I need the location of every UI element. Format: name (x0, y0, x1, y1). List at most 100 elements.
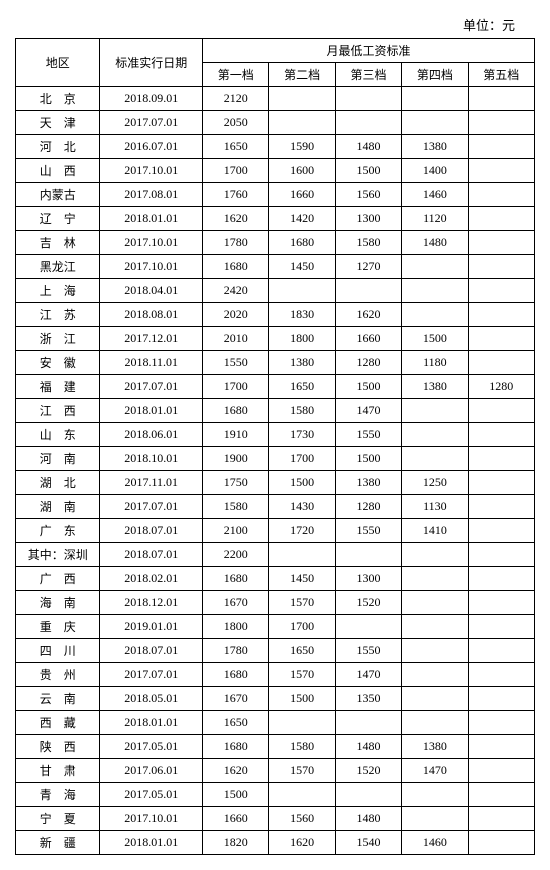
cell-region: 重 庆 (16, 615, 100, 639)
cell-tier-3: 1550 (335, 639, 401, 663)
cell-tier-5 (468, 735, 534, 759)
cell-date: 2019.01.01 (100, 615, 203, 639)
cell-tier-2 (269, 279, 335, 303)
cell-region: 上 海 (16, 279, 100, 303)
cell-tier-3 (335, 615, 401, 639)
cell-tier-3: 1520 (335, 759, 401, 783)
cell-tier-4: 1380 (402, 735, 468, 759)
cell-tier-5 (468, 519, 534, 543)
cell-tier-2: 1720 (269, 519, 335, 543)
cell-tier-4: 1180 (402, 351, 468, 375)
cell-date: 2017.05.01 (100, 735, 203, 759)
cell-tier-3: 1470 (335, 663, 401, 687)
cell-tier-4 (402, 255, 468, 279)
cell-tier-3 (335, 543, 401, 567)
cell-tier-4: 1400 (402, 159, 468, 183)
cell-tier-5 (468, 207, 534, 231)
cell-tier-5 (468, 831, 534, 855)
header-tier-2: 第二档 (269, 63, 335, 87)
cell-tier-1: 1650 (203, 135, 269, 159)
table-row: 四 川2018.07.01178016501550 (16, 639, 535, 663)
cell-region: 宁 夏 (16, 807, 100, 831)
cell-tier-2: 1660 (269, 183, 335, 207)
cell-tier-1: 1680 (203, 255, 269, 279)
cell-tier-2: 1570 (269, 663, 335, 687)
table-row: 贵 州2017.07.01168015701470 (16, 663, 535, 687)
cell-tier-1: 1700 (203, 375, 269, 399)
cell-region: 浙 江 (16, 327, 100, 351)
cell-tier-1: 1670 (203, 591, 269, 615)
cell-date: 2018.08.01 (100, 303, 203, 327)
table-row: 内蒙古2017.08.011760166015601460 (16, 183, 535, 207)
cell-tier-2: 1580 (269, 399, 335, 423)
cell-tier-3 (335, 111, 401, 135)
cell-region: 吉 林 (16, 231, 100, 255)
cell-tier-2 (269, 543, 335, 567)
cell-tier-1: 1780 (203, 639, 269, 663)
cell-date: 2017.11.01 (100, 471, 203, 495)
cell-tier-3: 1560 (335, 183, 401, 207)
cell-tier-5 (468, 591, 534, 615)
cell-date: 2017.07.01 (100, 495, 203, 519)
cell-tier-1: 1750 (203, 471, 269, 495)
cell-tier-1: 1900 (203, 447, 269, 471)
cell-date: 2016.07.01 (100, 135, 203, 159)
cell-tier-5 (468, 639, 534, 663)
cell-date: 2018.05.01 (100, 687, 203, 711)
cell-region: 海 南 (16, 591, 100, 615)
cell-date: 2018.07.01 (100, 519, 203, 543)
cell-region: 甘 肃 (16, 759, 100, 783)
cell-tier-1: 1680 (203, 663, 269, 687)
cell-region: 陕 西 (16, 735, 100, 759)
table-row: 安 徽2018.11.011550138012801180 (16, 351, 535, 375)
table-row: 福 建2017.07.0117001650150013801280 (16, 375, 535, 399)
cell-date: 2017.12.01 (100, 327, 203, 351)
cell-tier-2: 1430 (269, 495, 335, 519)
cell-tier-3 (335, 87, 401, 111)
cell-tier-4: 1470 (402, 759, 468, 783)
table-row: 河 北2016.07.011650159014801380 (16, 135, 535, 159)
cell-tier-1: 1680 (203, 567, 269, 591)
cell-tier-4: 1480 (402, 231, 468, 255)
cell-region: 山 东 (16, 423, 100, 447)
table-row: 西 藏2018.01.011650 (16, 711, 535, 735)
cell-tier-5 (468, 303, 534, 327)
table-row: 吉 林2017.10.011780168015801480 (16, 231, 535, 255)
cell-tier-5 (468, 567, 534, 591)
cell-region: 新 疆 (16, 831, 100, 855)
cell-tier-4 (402, 279, 468, 303)
cell-tier-4: 1460 (402, 183, 468, 207)
cell-tier-1: 2120 (203, 87, 269, 111)
cell-date: 2018.01.01 (100, 207, 203, 231)
cell-date: 2018.02.01 (100, 567, 203, 591)
header-date: 标准实行日期 (100, 39, 203, 87)
header-tier-1: 第一档 (203, 63, 269, 87)
table-row: 甘 肃2017.06.011620157015201470 (16, 759, 535, 783)
cell-date: 2017.10.01 (100, 255, 203, 279)
cell-region: 内蒙古 (16, 183, 100, 207)
cell-tier-2: 1450 (269, 567, 335, 591)
cell-tier-4 (402, 567, 468, 591)
cell-tier-4: 1500 (402, 327, 468, 351)
cell-tier-3 (335, 279, 401, 303)
cell-tier-3: 1500 (335, 447, 401, 471)
cell-tier-1: 1700 (203, 159, 269, 183)
cell-region: 辽 宁 (16, 207, 100, 231)
cell-tier-4 (402, 111, 468, 135)
cell-region: 黑龙江 (16, 255, 100, 279)
cell-tier-3: 1300 (335, 207, 401, 231)
cell-region: 青 海 (16, 783, 100, 807)
cell-tier-3: 1550 (335, 423, 401, 447)
cell-date: 2018.07.01 (100, 639, 203, 663)
cell-tier-5 (468, 135, 534, 159)
cell-tier-1: 1820 (203, 831, 269, 855)
cell-tier-3: 1500 (335, 375, 401, 399)
cell-tier-5 (468, 111, 534, 135)
cell-region: 江 西 (16, 399, 100, 423)
cell-tier-2: 1450 (269, 255, 335, 279)
cell-tier-2: 1560 (269, 807, 335, 831)
cell-tier-2: 1800 (269, 327, 335, 351)
cell-region: 广 东 (16, 519, 100, 543)
cell-date: 2017.05.01 (100, 783, 203, 807)
cell-tier-1: 2100 (203, 519, 269, 543)
